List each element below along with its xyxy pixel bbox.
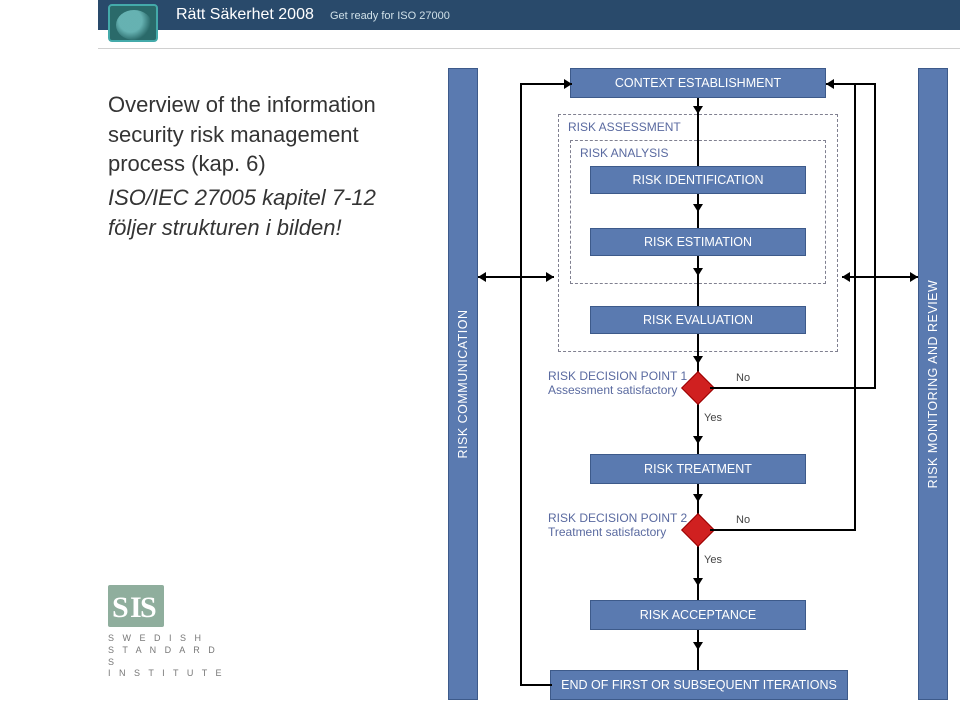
globe-icon — [108, 4, 158, 42]
header-subtitle: Get ready for ISO 27000 — [330, 10, 450, 22]
risk-assessment-label: RISK ASSESSMENT — [568, 120, 681, 134]
decision1-label: RISK DECISION POINT 1 Assessment satisfa… — [548, 370, 688, 398]
risk-analysis-frame — [570, 140, 826, 284]
arrow-left-icon — [842, 272, 850, 282]
d1-no-v — [874, 84, 876, 389]
arrow-down-icon — [693, 494, 703, 502]
box-treatment: RISK TREATMENT — [590, 454, 806, 484]
arrow-down-icon — [693, 204, 703, 212]
conn-left — [478, 276, 554, 278]
overview-line1: Overview of the information security ris… — [108, 90, 418, 179]
header-title: Rätt Säkerhet 2008 — [176, 6, 314, 24]
arrow-right-icon — [546, 272, 554, 282]
arrow-right-icon — [910, 272, 918, 282]
arrow-left-icon — [478, 272, 486, 282]
d2-no-v — [854, 84, 856, 531]
arrow-down-icon — [693, 642, 703, 650]
header: Rätt Säkerhet 2008 Get ready for ISO 270… — [0, 0, 960, 46]
box-estimation: RISK ESTIMATION — [590, 228, 806, 256]
box-context: CONTEXT ESTABLISHMENT — [570, 68, 826, 98]
box-acceptance: RISK ACCEPTANCE — [590, 600, 806, 630]
left-bar: RISK COMMUNICATION — [448, 68, 478, 700]
d2-no-h — [710, 529, 856, 531]
arrow-down-icon — [693, 356, 703, 364]
arrow-down-icon — [693, 106, 703, 114]
sis-org: S W E D I S H S T A N D A R D S I N S T … — [108, 633, 228, 680]
arrow-down-icon — [693, 578, 703, 586]
arrow-right-icon — [564, 79, 572, 89]
header-rule — [98, 48, 960, 49]
d1-no-h — [710, 387, 876, 389]
overview-line2: ISO/IEC 27005 kapitel 7-12 följer strukt… — [108, 183, 418, 242]
loop-left-bot — [520, 684, 552, 686]
decision2-no: No — [736, 514, 750, 526]
box-evaluation: RISK EVALUATION — [590, 306, 806, 334]
decision2-label: RISK DECISION POINT 2 Treatment satisfac… — [548, 512, 688, 540]
overview-text: Overview of the information security ris… — [108, 90, 418, 242]
decision1-yes: Yes — [704, 412, 722, 424]
loop-left-v — [520, 84, 522, 686]
sis-logo: SIS S W E D I S H S T A N D A R D S I N … — [108, 585, 228, 680]
sis-mark: SIS — [108, 585, 164, 627]
risk-analysis-label: RISK ANALYSIS — [580, 146, 668, 160]
arrow-left-icon — [826, 79, 834, 89]
box-identification: RISK IDENTIFICATION — [590, 166, 806, 194]
arrow-down-icon — [693, 268, 703, 276]
decision1-no: No — [736, 372, 750, 384]
decision2-yes: Yes — [704, 554, 722, 566]
left-bar-label: RISK COMMUNICATION — [456, 309, 470, 458]
right-bar-label: RISK MONITORING AND REVIEW — [926, 280, 940, 489]
box-end: END OF FIRST OR SUBSEQUENT ITERATIONS — [550, 670, 848, 700]
right-bar: RISK MONITORING AND REVIEW — [918, 68, 948, 700]
arrow-down-icon — [693, 436, 703, 444]
flowchart: RISK COMMUNICATION RISK MONITORING AND R… — [440, 56, 960, 716]
